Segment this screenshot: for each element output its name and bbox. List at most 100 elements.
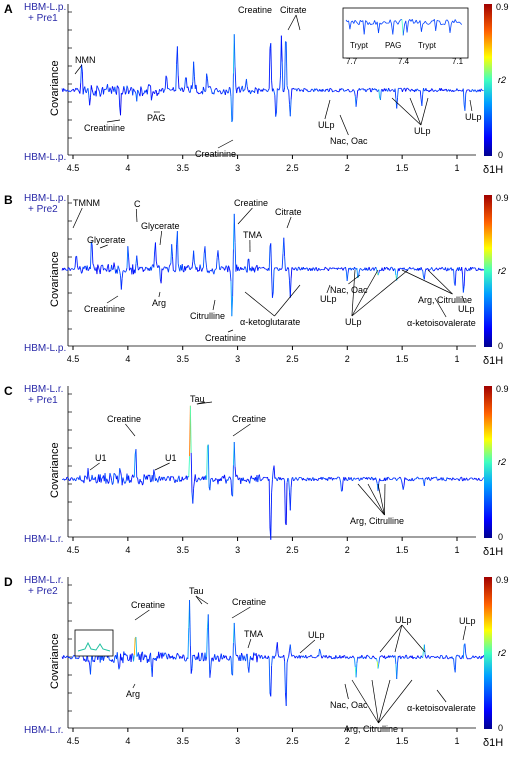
spectrum-segment: [185, 660, 187, 662]
inset-trace-segment: [449, 23, 452, 33]
inset-trace-segment: [439, 20, 442, 25]
spectrum-segment: [341, 267, 343, 269]
inset-tick-label: 7.4: [398, 57, 410, 66]
spectrum-segment: [455, 269, 458, 272]
spectrum-segment: [448, 268, 450, 271]
spectrum-segment: [112, 473, 115, 483]
spectrum-segment: [202, 86, 205, 91]
inset-trace-segment: [370, 23, 373, 26]
spectrum-segment: [259, 266, 261, 269]
spectrum-segment: [399, 476, 402, 479]
annotation-leader: [125, 423, 136, 437]
spectrum-segment: [482, 477, 484, 479]
annotation-leader: [99, 244, 108, 249]
spectrum-segment: [462, 88, 465, 105]
peak-annotation: Glycerate: [141, 221, 180, 231]
spectrum-segment: [253, 652, 255, 655]
annotation-leader: [409, 97, 422, 126]
x-axis-label: δ1H: [483, 164, 503, 176]
inset-trace-segment: [349, 21, 352, 30]
spectrum-segment: [388, 87, 390, 91]
spectrum-segment: [90, 479, 92, 481]
spectrum-segment: [456, 88, 459, 91]
peak-annotation: TMA: [243, 230, 262, 240]
spectrum-segment: [362, 269, 364, 271]
spectrum-segment: [188, 90, 190, 93]
spectrum-segment: [212, 657, 215, 662]
spectrum-segment: [461, 267, 463, 275]
spectrum-segment: [424, 268, 427, 273]
panel-letter: A: [4, 2, 13, 16]
spectrum-segment: [172, 87, 175, 92]
spectrum-segment: [214, 88, 216, 91]
spectrum-segment: [289, 487, 292, 511]
spectrum-segment: [280, 267, 283, 270]
spectrum-segment: [460, 657, 463, 660]
spectrum-segment: [116, 85, 118, 95]
spectrum-segment: [270, 665, 273, 697]
spectrum-segment: [258, 474, 261, 481]
spectrum-segment: [124, 92, 127, 95]
panel-letter: C: [4, 384, 13, 398]
spectrum-segment: [431, 88, 433, 90]
spectrum-segment: [246, 86, 249, 91]
inset-trace-segment: [382, 21, 385, 24]
inset-trace-u2: [77, 641, 111, 652]
spectrum-segment: [420, 655, 423, 658]
spectrum-segment: [411, 477, 414, 481]
inset-trace-segment: [415, 19, 418, 24]
spectrum-segment: [259, 655, 262, 659]
spectrum-segment: [176, 231, 179, 264]
spectrum-segment: [426, 656, 428, 659]
spectrum-segment: [285, 662, 288, 706]
spectrum-segment: [414, 269, 416, 271]
x-tick-label: 2.5: [286, 354, 299, 364]
inset-trace-segment: [444, 20, 447, 25]
spectrum-segment: [177, 654, 180, 656]
spectrum-segment: [206, 73, 208, 79]
annotation-leader: [351, 269, 356, 317]
inset-trace-segment: [392, 21, 395, 35]
spectrum-segment: [454, 656, 457, 673]
inset-trace-segment: [365, 20, 368, 22]
spectrum-segment: [180, 656, 182, 658]
spectrum-segment: [126, 85, 129, 89]
spectrum-segment: [205, 73, 208, 91]
spectrum-segment: [347, 267, 350, 274]
spectrum-segment: [142, 483, 144, 486]
spectrum-segment: [315, 656, 317, 659]
spectrum-segment: [210, 659, 212, 670]
peak-annotation: Creatinine: [84, 123, 125, 133]
spectrum-segment: [280, 35, 283, 62]
spectrum-segment: [128, 475, 130, 483]
x-tick-label: 4: [125, 545, 130, 555]
spectrum-segment: [356, 268, 359, 278]
spectrum-segment: [237, 266, 240, 271]
spectrum-segment: [212, 480, 215, 483]
spectrum-segment: [381, 267, 384, 271]
spectrum-segment: [368, 477, 371, 479]
spectrum-segment: [339, 478, 342, 483]
spectrum-segment: [237, 478, 240, 481]
spectrum-segment: [321, 656, 324, 659]
spectrum-segment: [315, 478, 317, 480]
inset-trace-segment: [380, 22, 383, 25]
spectrum-segment: [182, 90, 185, 93]
spectrum-segment: [293, 478, 296, 481]
spectrum-segment: [279, 75, 281, 89]
annotation-leader: [391, 97, 422, 126]
spectrum-segment: [162, 268, 164, 271]
spectrum-segment: [150, 265, 153, 271]
spectrum-segment: [133, 655, 135, 662]
spectrum-segment: [294, 656, 297, 659]
annotation-leader: [344, 683, 349, 700]
spectrum-segment: [285, 41, 288, 86]
spectrum-segment: [258, 88, 260, 90]
peak-annotation: Citrulline: [190, 311, 225, 321]
spectrum-segment: [173, 656, 176, 659]
spectrum-segment: [354, 91, 356, 97]
group-label-line: + Pre1: [28, 395, 58, 406]
annotation-leader: [196, 401, 213, 405]
spectrum-segment: [466, 269, 468, 272]
spectrum-segment: [449, 477, 452, 480]
